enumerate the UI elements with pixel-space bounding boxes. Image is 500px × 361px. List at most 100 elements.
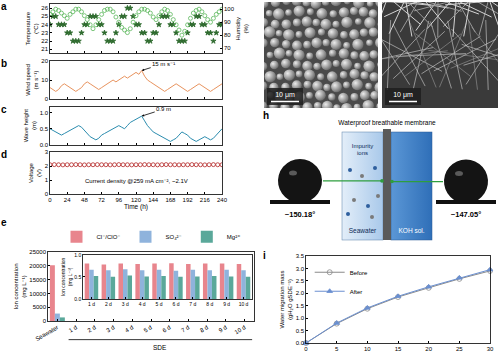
svg-text:Current density @259 mA cm⁻²,: Current density @259 mA cm⁻², ~2.1V	[85, 178, 188, 184]
svg-text:10 d: 10 d	[239, 301, 249, 307]
svg-text:Seawater: Seawater	[34, 324, 59, 342]
svg-text:1 d: 1 d	[88, 301, 95, 307]
svg-text:20000: 20000	[29, 263, 46, 269]
svg-text:Before: Before	[350, 270, 368, 276]
svg-text:5 d: 5 d	[156, 301, 163, 307]
svg-text:216: 216	[200, 197, 211, 203]
svg-text:23: 23	[41, 30, 48, 36]
svg-text:2.5: 2.5	[296, 278, 305, 284]
svg-text:0.0: 0.0	[40, 142, 49, 148]
svg-text:3 d: 3 d	[105, 324, 115, 333]
svg-text:After: After	[350, 289, 363, 295]
svg-text:3.0: 3.0	[296, 266, 305, 272]
svg-text:1.0: 1.0	[296, 315, 305, 321]
svg-text:240: 240	[217, 197, 228, 203]
svg-text:Mg²⁺: Mg²⁺	[227, 234, 241, 240]
svg-text:Waterproof breathable membrane: Waterproof breathable membrane	[338, 119, 436, 127]
svg-text:10 μm: 10 μm	[275, 91, 295, 99]
svg-text:~147.05°: ~147.05°	[451, 210, 481, 219]
svg-text:24: 24	[64, 197, 71, 203]
svg-text:2 d: 2 d	[105, 301, 112, 307]
svg-text:96: 96	[115, 197, 122, 203]
svg-text:0: 0	[43, 318, 47, 324]
svg-text:10 μm: 10 μm	[393, 91, 413, 99]
svg-text:0.5: 0.5	[40, 126, 49, 132]
svg-text:10: 10	[41, 77, 48, 83]
svg-text:2: 2	[45, 163, 49, 169]
svg-text:Impurityions: Impurityions	[352, 143, 373, 156]
svg-text:90: 90	[224, 19, 231, 25]
svg-text:1.0: 1.0	[40, 110, 49, 116]
svg-text:3: 3	[45, 149, 49, 155]
svg-text:10000: 10000	[29, 291, 46, 297]
svg-text:1 d: 1 d	[68, 324, 78, 333]
svg-text:SDE: SDE	[153, 344, 167, 351]
svg-text:10 d: 10 d	[234, 324, 247, 335]
svg-text:6 d: 6 d	[162, 324, 172, 333]
svg-text:Wind speed(m s⁻¹): Wind speed(m s⁻¹)	[25, 64, 39, 96]
svg-text:5000: 5000	[33, 304, 47, 310]
svg-text:80: 80	[224, 32, 231, 38]
svg-text:3 d: 3 d	[122, 301, 129, 307]
svg-text:15 m s⁻¹: 15 m s⁻¹	[152, 61, 175, 67]
svg-text:4 d: 4 d	[139, 301, 146, 307]
svg-text:8 d: 8 d	[199, 324, 209, 333]
svg-text:144: 144	[148, 197, 159, 203]
svg-text:1.5: 1.5	[296, 303, 305, 309]
svg-text:7 d: 7 d	[189, 301, 196, 307]
svg-text:8 d: 8 d	[206, 301, 213, 307]
svg-text:0.0: 0.0	[296, 340, 305, 346]
svg-text:15000: 15000	[29, 277, 46, 283]
svg-text:100: 100	[224, 6, 235, 12]
svg-text:0: 0	[304, 346, 308, 352]
svg-text:120: 120	[131, 197, 142, 203]
svg-text:Ion concentration(mg L⁻¹): Ion concentration(mg L⁻¹)	[60, 257, 72, 296]
svg-text:Water migration mass(gH₂O gSDE: Water migration mass(gH₂O gSDE⁻¹)	[279, 270, 293, 328]
svg-text:168: 168	[165, 197, 176, 203]
svg-text:Ion concentration(mg L⁻¹): Ion concentration(mg L⁻¹)	[13, 263, 27, 309]
svg-text:0.9 m: 0.9 m	[156, 106, 171, 112]
svg-text:9 d: 9 d	[218, 324, 228, 333]
svg-text:25000: 25000	[29, 249, 46, 255]
svg-text:1.0: 1.0	[74, 252, 81, 258]
svg-text:20: 20	[425, 346, 432, 352]
svg-text:Time (h): Time (h)	[124, 203, 148, 211]
svg-text:Temperature(°C): Temperature(°C)	[25, 11, 39, 45]
svg-text:192: 192	[183, 197, 194, 203]
svg-text:20: 20	[41, 58, 48, 64]
svg-text:24: 24	[41, 22, 48, 28]
svg-text:2 d: 2 d	[87, 324, 97, 333]
svg-text:72: 72	[98, 197, 105, 203]
svg-text:48: 48	[81, 197, 88, 203]
svg-text:4 d: 4 d	[124, 324, 134, 333]
svg-text:0: 0	[45, 191, 49, 197]
svg-text:~150.18°: ~150.18°	[285, 210, 315, 219]
svg-text:22: 22	[41, 38, 48, 44]
svg-text:SO₄²⁻: SO₄²⁻	[166, 234, 182, 240]
svg-text:25: 25	[456, 346, 463, 352]
svg-text:KOH sol.: KOH sol.	[398, 227, 424, 234]
svg-text:10: 10	[364, 346, 371, 352]
svg-text:2.0: 2.0	[296, 290, 305, 296]
svg-text:6 d: 6 d	[172, 301, 179, 307]
svg-text:0: 0	[48, 197, 52, 203]
svg-text:Humidity(%): Humidity(%)	[235, 17, 249, 40]
svg-text:25: 25	[41, 13, 48, 19]
svg-text:30: 30	[487, 346, 494, 352]
svg-text:Wave height(m): Wave height(m)	[23, 109, 37, 142]
svg-text:5: 5	[335, 346, 339, 352]
svg-text:Cl⁻/ClO⁻: Cl⁻/ClO⁻	[97, 234, 121, 240]
svg-text:0: 0	[45, 96, 49, 102]
svg-text:Voltage(V): Voltage(V)	[28, 162, 42, 183]
svg-text:Seawater: Seawater	[349, 227, 377, 234]
svg-text:0.5: 0.5	[74, 274, 81, 280]
svg-text:3.5: 3.5	[296, 253, 305, 259]
svg-text:70: 70	[224, 45, 231, 51]
svg-text:0.0: 0.0	[74, 296, 81, 302]
svg-text:1: 1	[45, 177, 49, 183]
svg-text:9 d: 9 d	[223, 301, 230, 307]
svg-text:21: 21	[41, 46, 48, 52]
svg-text:7 d: 7 d	[180, 324, 190, 333]
svg-text:26: 26	[41, 5, 48, 11]
svg-text:0.5: 0.5	[296, 328, 305, 334]
